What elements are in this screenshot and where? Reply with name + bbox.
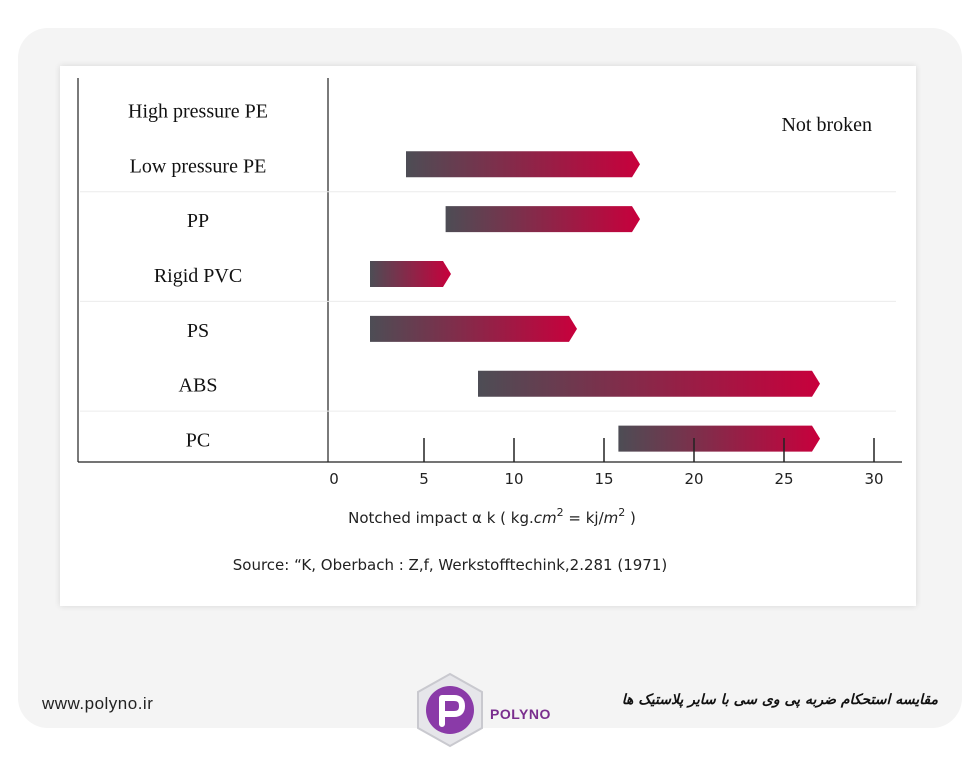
x-axis-title-part5: m — [604, 509, 619, 527]
category-label: PC — [186, 430, 210, 452]
tick-label: 5 — [419, 470, 429, 488]
category-label: PP — [187, 210, 209, 232]
bar — [445, 206, 640, 233]
bar — [618, 425, 820, 452]
polyno-logo: POLYNO — [410, 668, 580, 752]
x-axis-title-part1: Notched impact α k ( kg. — [348, 509, 534, 527]
category-label: ABS — [179, 375, 218, 397]
bars — [370, 151, 820, 452]
logo-mark-icon — [417, 672, 483, 748]
category-label: High pressure PE — [128, 100, 268, 122]
x-axis: 0 5 10 15 20 25 30 — [329, 438, 884, 488]
category-label: PS — [187, 320, 209, 342]
website-link[interactable]: www.polyno.ir — [42, 694, 154, 713]
not-broken-annotation: Not broken — [781, 114, 872, 136]
category-label: Low pressure PE — [130, 155, 267, 177]
chart-caption: مقایسه استحکام ضربه پی وی سی با سایر پلا… — [621, 692, 938, 708]
chart-frame — [77, 78, 902, 463]
bar — [478, 370, 820, 397]
category-label: Rigid PVC — [154, 265, 242, 287]
x-axis-title-part2: cm — [534, 509, 557, 527]
bar — [370, 261, 451, 287]
source-note: Source: “K, Oberbach : Z,f, Werkstofftec… — [233, 556, 668, 574]
category-rows: High pressure PE Low pressure PE PP Rigid P… — [80, 100, 896, 452]
bar — [370, 315, 577, 342]
x-axis-title-part6: 2 — [618, 506, 625, 519]
x-axis-title: Notched impact α k ( kg.cm2 = kj/m2 ) — [348, 506, 636, 527]
tick-label: 0 — [329, 470, 339, 488]
x-axis-title-part4: = kj/ — [564, 509, 605, 527]
tick-label: 20 — [684, 470, 703, 488]
tick-label: 30 — [864, 470, 883, 488]
x-axis-title-part3: 2 — [557, 506, 564, 519]
brand-name: POLYNO — [490, 706, 551, 722]
bar — [406, 151, 640, 178]
tick-label: 25 — [774, 470, 793, 488]
footer-bar: www.polyno.ir POLYNO مقایسه استحکام ضربه… — [18, 660, 962, 748]
tick-label: 15 — [594, 470, 613, 488]
tick-label: 10 — [504, 470, 523, 488]
x-axis-title-part7: ) — [625, 509, 636, 527]
